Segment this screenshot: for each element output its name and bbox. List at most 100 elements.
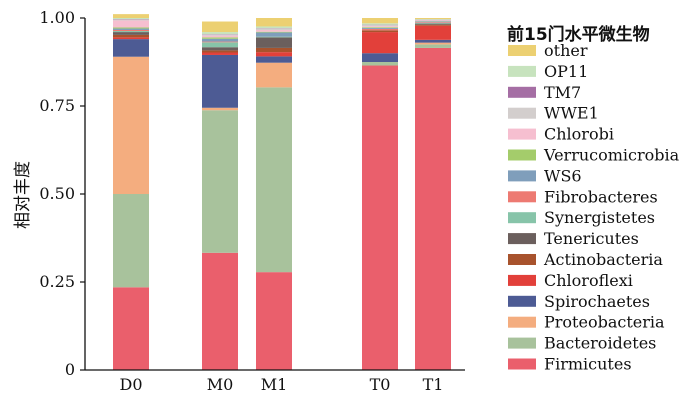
bar-segment-M0-verrucomicrobia (202, 37, 238, 39)
bar-segment-D0-op11 (113, 18, 149, 20)
bar-segment-M0-firmicutes (202, 252, 238, 370)
bar-segment-T1-chloroflexi (415, 25, 451, 40)
bar-segment-D0-tenericutes (113, 32, 149, 35)
legend-label-other: other (544, 41, 588, 60)
bar-segment-T0-wwe1 (362, 25, 398, 27)
bar-segment-T1-proteobacteria (415, 42, 451, 45)
bar-segment-D0-chloroflexi (113, 37, 149, 40)
bar-segment-M1-proteobacteria (256, 62, 292, 88)
legend-label-spirochaetes: Spirochaetes (544, 292, 650, 311)
y-tick-label: 0 (65, 360, 75, 379)
bar-segment-M0-actinobacteria (202, 50, 238, 53)
y-axis-label: 相对丰度 (13, 161, 33, 229)
bar-segment-T0-spirochaetes (362, 53, 398, 62)
bar-segment-M1-op11 (256, 26, 292, 29)
x-tick-label: T1 (423, 375, 444, 394)
bar-segment-T0-bacteroidetes (362, 62, 398, 66)
bar-segment-T1-ws6 (415, 21, 451, 23)
bar-segment-T0-ws6 (362, 27, 398, 29)
bar-segment-T1-other (415, 18, 451, 20)
bar-segment-M0-bacteroidetes (202, 110, 238, 253)
bar-segment-M0-wwe1 (202, 34, 238, 36)
bar-segment-D0-synergistetes (113, 31, 149, 33)
y-tick-label: 0.25 (39, 272, 75, 291)
legend-swatch-tm7 (508, 86, 536, 98)
legend-swatch-ws6 (508, 170, 536, 182)
bar-segment-D0-other (113, 14, 149, 18)
bar-segment-T0-actinobacteria (362, 30, 398, 33)
bar-segment-M1-other (256, 18, 292, 27)
legend-swatch-verrucomicrobia (508, 149, 536, 161)
bar-segment-M0-spirochaetes (202, 54, 238, 108)
bar-segment-T0-verrucomicrobia (362, 27, 398, 28)
legend-label-firmicutes: Firmicutes (544, 355, 632, 374)
legend-label-chlorobi: Chlorobi (544, 125, 614, 144)
bar-segment-M0-tenericutes (202, 47, 238, 51)
legend-label-synergistetes: Synergistetes (544, 208, 655, 227)
bar-segment-M0-chlorobi (202, 35, 238, 38)
legend-swatch-actinobacteria (508, 254, 536, 265)
bar-segment-T0-firmicutes (362, 65, 398, 371)
bar-segment-M1-ws6 (256, 32, 292, 37)
bar-segment-T1-spirochaetes (415, 39, 451, 43)
bar-segment-M1-actinobacteria (256, 47, 292, 53)
legend-label-ws6: WS6 (544, 166, 582, 185)
bar-segment-T1-actinobacteria (415, 24, 451, 26)
x-axis: D0 M0 M1 T0 T1 (85, 369, 465, 394)
bar-segment-M0-ws6 (202, 38, 238, 42)
bar-segment-D0-fibrobacteres (113, 29, 149, 32)
legend-swatch-proteobacteria (508, 316, 536, 328)
legend-label-verrucomicrobia: Verrucomicrobia (543, 146, 680, 165)
bar-segment-T1-synergistetes (415, 22, 451, 24)
bar-segment-M1-tenericutes (256, 37, 292, 48)
bar-segment-T1-op11 (415, 19, 451, 20)
x-tick-label: D0 (119, 375, 142, 394)
bar-segment-T0-chloroflexi (362, 32, 398, 54)
bar-segment-D0-firmicutes (113, 287, 149, 370)
bar-segment-T1-bacteroidetes (415, 44, 451, 48)
y-tick-label: 0.75 (39, 96, 75, 115)
bar-segment-D0-actinobacteria (113, 34, 149, 38)
bar-segment-T1-firmicutes (415, 47, 451, 371)
bar-segment-D0-wwe1 (113, 19, 149, 21)
bar-segment-D0-ws6 (113, 28, 149, 30)
bar-segment-D0-verrucomicrobia (113, 27, 149, 29)
legend-label-tenericutes: Tenericutes (544, 229, 639, 248)
bar-segment-T1-tenericutes (415, 23, 451, 25)
bar-segment-D0-spirochaetes (113, 39, 149, 57)
legend-swatch-tenericutes (508, 233, 536, 245)
bar-segment-M1-verrucomicrobia (256, 31, 292, 33)
bar-segment-T0-chlorobi (362, 26, 398, 28)
bar-segment-M1-spirochaetes (256, 56, 292, 63)
bar-segment-T0-op11 (362, 23, 398, 25)
x-tick-label: M1 (261, 375, 288, 394)
legend-swatch-fibrobacteres (508, 191, 536, 203)
legend-swatch-other (508, 45, 536, 56)
bar-segment-D0-bacteroidetes (113, 194, 149, 288)
y-axis: 0 0.25 0.50 0.75 1.00 (39, 8, 86, 379)
legend-swatch-wwe1 (508, 107, 536, 119)
bar-segment-D0-proteobacteria (113, 56, 149, 194)
bar-segment-M0-synergistetes (202, 42, 238, 48)
bar-segment-M0-other (202, 21, 238, 33)
legend: 前15门水平微生物 other OP11 TM7 WWE1 Chlorobi Verruc… (507, 24, 680, 374)
bar-segment-T1-fibrobacteres (415, 22, 451, 23)
bar-segment-M0-chloroflexi (202, 52, 238, 55)
legend-label-fibrobacteres: Fibrobacteres (544, 187, 658, 206)
y-tick-label: 0.50 (39, 184, 75, 203)
x-tick-label: M0 (207, 375, 234, 394)
legend-label-proteobacteria: Proteobacteria (544, 313, 665, 332)
legend-label-wwe1: WWE1 (544, 104, 599, 123)
bar-segment-M0-fibrobacteres (202, 41, 238, 43)
bar-segment-M1-bacteroidetes (256, 87, 292, 273)
legend-title: 前15门水平微生物 (507, 24, 650, 45)
bar-segment-T0-fibrobacteres (362, 28, 398, 31)
legend-label-bacteroidetes: Bacteroidetes (544, 334, 656, 353)
legend-label-op11: OP11 (544, 62, 588, 81)
legend-label-actinobacteria: Actinobacteria (543, 250, 663, 269)
legend-swatch-firmicutes (508, 358, 536, 370)
bar-segment-M1-firmicutes (256, 272, 292, 370)
bar-segment-T0-other (362, 18, 398, 24)
x-tick-label: T0 (370, 375, 391, 394)
